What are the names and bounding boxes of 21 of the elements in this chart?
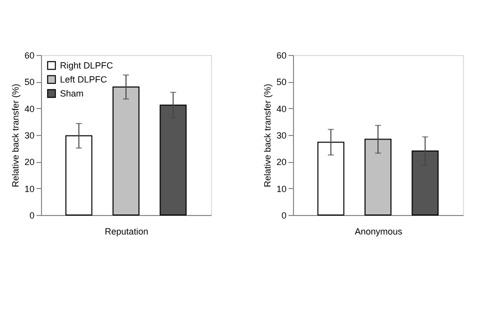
y-axis-title: Relative back transfer (%) xyxy=(262,84,272,188)
y-axis-title: Relative back transfer (%) xyxy=(10,84,20,188)
y-tick-label: 50 xyxy=(24,77,34,88)
y-tick-label: 0 xyxy=(281,210,286,220)
y-tick-label: 10 xyxy=(276,184,286,194)
legend-label: Left DLPFC xyxy=(60,74,108,84)
y-tick-label: 10 xyxy=(24,184,34,194)
legend-label: Right DLPFC xyxy=(60,60,114,70)
y-tick-label: 60 xyxy=(24,50,34,60)
y-tick-label: 40 xyxy=(276,104,286,114)
legend-label: Sham xyxy=(60,88,84,98)
y-tick-label: 40 xyxy=(24,104,34,114)
x-axis-title: Reputation xyxy=(104,226,148,236)
y-tick-label: 50 xyxy=(276,77,286,88)
y-tick-label: 30 xyxy=(276,130,286,140)
y-tick-label: 20 xyxy=(24,157,34,168)
y-tick-label: 0 xyxy=(29,210,34,220)
y-tick-label: 20 xyxy=(276,157,286,168)
y-tick-label: 60 xyxy=(276,50,286,60)
y-tick-label: 30 xyxy=(24,130,34,140)
x-axis-title: Anonymous xyxy=(354,226,403,236)
